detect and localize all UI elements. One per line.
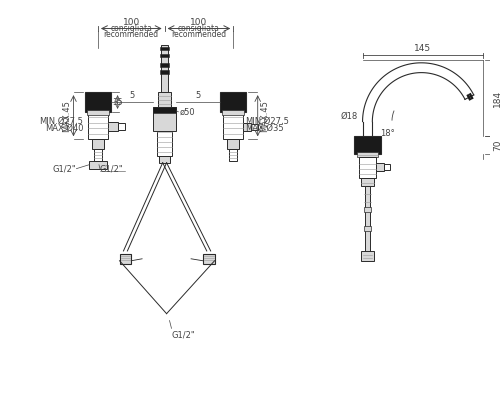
Bar: [364, 207, 372, 212]
Bar: [120, 254, 132, 264]
Bar: [356, 152, 378, 157]
Text: MAX.Ø40: MAX.Ø40: [45, 124, 84, 133]
Text: ø50: ø50: [180, 107, 195, 116]
Bar: [161, 45, 168, 92]
Text: 184: 184: [493, 90, 500, 107]
Text: 100: 100: [122, 18, 140, 26]
Bar: [89, 161, 107, 169]
Bar: [228, 139, 239, 149]
Bar: [108, 122, 118, 132]
Bar: [230, 149, 237, 161]
Text: recommended: recommended: [172, 30, 226, 39]
Bar: [358, 157, 376, 178]
Bar: [224, 112, 243, 139]
Bar: [160, 47, 169, 50]
Bar: [364, 186, 370, 251]
Text: 100: 100: [190, 18, 208, 26]
Text: MIN.Ø27,5: MIN.Ø27,5: [40, 117, 84, 126]
Text: MAX.Ø35: MAX.Ø35: [245, 124, 284, 133]
Bar: [158, 92, 172, 107]
Text: 70: 70: [493, 139, 500, 151]
Text: MAX.45: MAX.45: [260, 100, 268, 132]
Bar: [160, 63, 169, 67]
Bar: [222, 110, 244, 115]
Bar: [157, 132, 172, 156]
Bar: [354, 136, 381, 154]
Bar: [87, 110, 109, 115]
Bar: [153, 107, 176, 132]
Bar: [158, 156, 170, 163]
Text: G1/2": G1/2": [53, 164, 76, 173]
Bar: [360, 251, 374, 261]
Bar: [203, 254, 214, 264]
Bar: [384, 164, 390, 170]
Bar: [85, 92, 110, 112]
Text: 145: 145: [414, 44, 432, 53]
Text: MAX.45: MAX.45: [62, 100, 72, 132]
Bar: [160, 70, 169, 74]
Bar: [360, 178, 374, 186]
Bar: [243, 122, 251, 132]
Text: consigliata: consigliata: [178, 24, 220, 34]
Text: recommended: recommended: [104, 30, 159, 39]
Bar: [220, 92, 246, 112]
Bar: [88, 112, 108, 139]
Bar: [364, 226, 372, 231]
Bar: [376, 163, 384, 171]
Bar: [92, 139, 104, 149]
Text: 18°: 18°: [380, 129, 394, 138]
Text: MIN.Ø27,5: MIN.Ø27,5: [245, 117, 289, 126]
Bar: [251, 124, 258, 130]
Text: consigliata: consigliata: [110, 24, 152, 34]
Bar: [94, 149, 102, 161]
Text: G1/2": G1/2": [100, 164, 124, 173]
Bar: [153, 107, 176, 113]
Text: 5: 5: [196, 91, 201, 100]
Text: Ø18: Ø18: [340, 112, 357, 121]
Text: G1/2": G1/2": [172, 330, 195, 339]
Bar: [160, 54, 169, 57]
Text: 35: 35: [112, 98, 124, 106]
Text: 5: 5: [129, 91, 134, 100]
Bar: [118, 122, 126, 130]
